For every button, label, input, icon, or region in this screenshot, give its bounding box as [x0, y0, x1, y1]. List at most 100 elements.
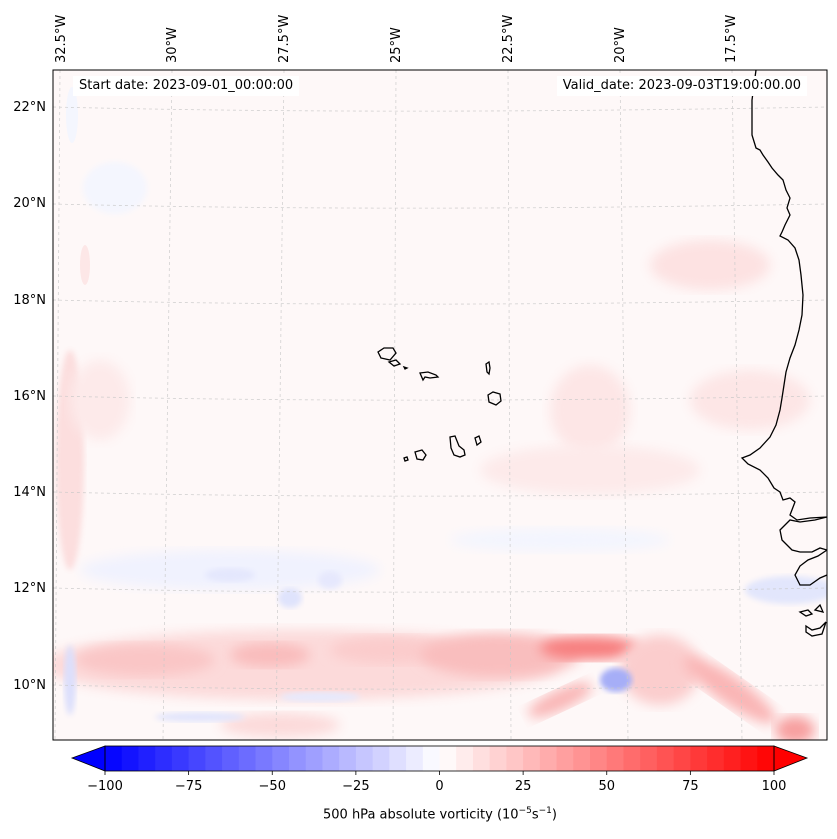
colorbar-segment — [757, 746, 775, 771]
island-boa-vista — [487, 391, 502, 406]
vorticity-blob — [775, 716, 815, 740]
colorbar-segment — [322, 746, 340, 771]
island-fogo — [414, 449, 427, 461]
vorticity-blob — [83, 162, 147, 214]
vorticity-blob — [230, 643, 310, 667]
colorbar-min-extension — [70, 745, 106, 772]
vorticity-blob — [540, 636, 640, 660]
colorbar-tick-label: −75 — [175, 779, 202, 794]
vorticity-blob — [690, 370, 810, 430]
colorbar-label-text: 500 hPa absolute vorticity (10 — [323, 807, 519, 823]
colorbar-segment — [556, 746, 574, 771]
colorbar-segments — [105, 746, 775, 771]
colorbar-tick-label: −25 — [342, 779, 369, 794]
colorbar-segment — [238, 746, 257, 771]
colorbar-segment — [590, 746, 608, 771]
vorticity-blob — [450, 528, 670, 552]
colorbar-segment — [623, 746, 641, 771]
lon-label: 17.5°W — [724, 15, 739, 63]
vorticity-blob — [205, 568, 255, 582]
lat-label: 18°N — [13, 293, 46, 308]
colorbar-segment — [305, 746, 324, 771]
colorbar-segment — [121, 746, 140, 771]
colorbar-segment — [105, 746, 123, 771]
colorbar-segment — [740, 746, 758, 771]
colorbar-segment — [523, 746, 541, 771]
colorbar-segment — [439, 746, 457, 771]
african-coastline — [779, 516, 827, 553]
lat-label: 16°N — [13, 389, 46, 404]
gridlines — [53, 70, 827, 740]
vorticity-blob — [620, 635, 700, 705]
island-sao-nicolau — [419, 371, 440, 382]
vorticity-blob — [330, 636, 450, 664]
map-panel — [53, 70, 827, 740]
colorbar-tick-label: 0 — [435, 779, 443, 794]
island-santo-antao — [377, 347, 397, 361]
colorbar-label: 500 hPa absolute vorticity (10−5s−1) — [0, 806, 837, 822]
colorbar: −100 −75 −50 −25 0 25 50 75 100 — [70, 745, 809, 794]
colorbar-segment — [573, 746, 591, 771]
colorbar-ticks: −100 −75 −50 −25 0 25 50 75 100 — [87, 771, 786, 794]
island-brava — [403, 456, 409, 462]
colorbar-segment — [640, 746, 658, 771]
colorbar-label-unit: s — [531, 807, 539, 823]
vorticity-field — [53, 87, 827, 740]
vorticity-blob — [75, 644, 215, 676]
lat-label: 22°N — [13, 100, 46, 115]
longitude-labels: 32.5°W 30°W 27.5°W 25°W 22.5°W 20°W 17.5… — [54, 15, 739, 63]
colorbar-segment — [472, 746, 491, 771]
vorticity-blob — [684, 656, 776, 724]
vorticity-blob — [318, 571, 342, 589]
lon-label: 30°W — [165, 27, 180, 63]
vorticity-blob — [64, 645, 76, 715]
colorbar-tick-label: −50 — [259, 779, 286, 794]
island-santa-luzia — [402, 365, 409, 370]
lat-label: 10°N — [13, 678, 46, 693]
colorbar-segment — [456, 746, 474, 771]
vorticity-blob — [155, 712, 245, 722]
vorticity-blob — [278, 588, 302, 608]
colorbar-tick-label: 50 — [598, 779, 615, 794]
vorticity-blob — [280, 692, 360, 702]
lon-label: 25°W — [389, 27, 404, 63]
colorbar-tick-label: −100 — [87, 779, 123, 794]
vorticity-blob — [527, 682, 593, 718]
lat-label: 20°N — [13, 196, 46, 211]
vorticity-blob — [80, 245, 90, 285]
colorbar-segment — [690, 746, 708, 771]
vorticity-blob — [480, 445, 700, 495]
colorbar-segment — [205, 746, 223, 771]
colorbar-segment — [673, 746, 691, 771]
african-coastline — [740, 70, 827, 521]
colorbar-segment — [222, 746, 240, 771]
vorticity-blob — [745, 576, 827, 604]
colorbar-segment — [606, 746, 625, 771]
island-sao-vicente — [387, 359, 402, 367]
map-frame — [52, 69, 828, 741]
colorbar-segment — [372, 746, 390, 771]
colorbar-segment — [656, 746, 675, 771]
coastlines — [377, 70, 827, 637]
vorticity-blob — [600, 668, 632, 692]
colorbar-tick-label: 25 — [515, 779, 532, 794]
lon-label: 22.5°W — [501, 15, 516, 63]
lat-label: 14°N — [13, 485, 46, 500]
colorbar-segment — [288, 746, 307, 771]
colorbar-segment — [489, 746, 507, 771]
island-maio — [474, 435, 482, 447]
colorbar-segment — [422, 746, 441, 771]
island-sal — [485, 360, 491, 376]
lat-label: 12°N — [13, 581, 46, 596]
vorticity-blob — [70, 360, 130, 440]
valid-date-annotation: Valid_date: 2023-09-03T19:00:00.00 — [556, 76, 807, 96]
colorbar-label-exponent: −5 — [518, 806, 532, 816]
colorbar-label-exponent: −1 — [538, 806, 552, 816]
vorticity-blob — [420, 633, 580, 677]
colorbar-label-close: ) — [551, 807, 557, 823]
colorbar-tick-label: 100 — [762, 779, 787, 794]
colorbar-segment — [506, 746, 524, 771]
colorbar-segment — [138, 746, 156, 771]
vorticity-blob — [220, 713, 340, 737]
lon-label: 32.5°W — [54, 15, 69, 63]
